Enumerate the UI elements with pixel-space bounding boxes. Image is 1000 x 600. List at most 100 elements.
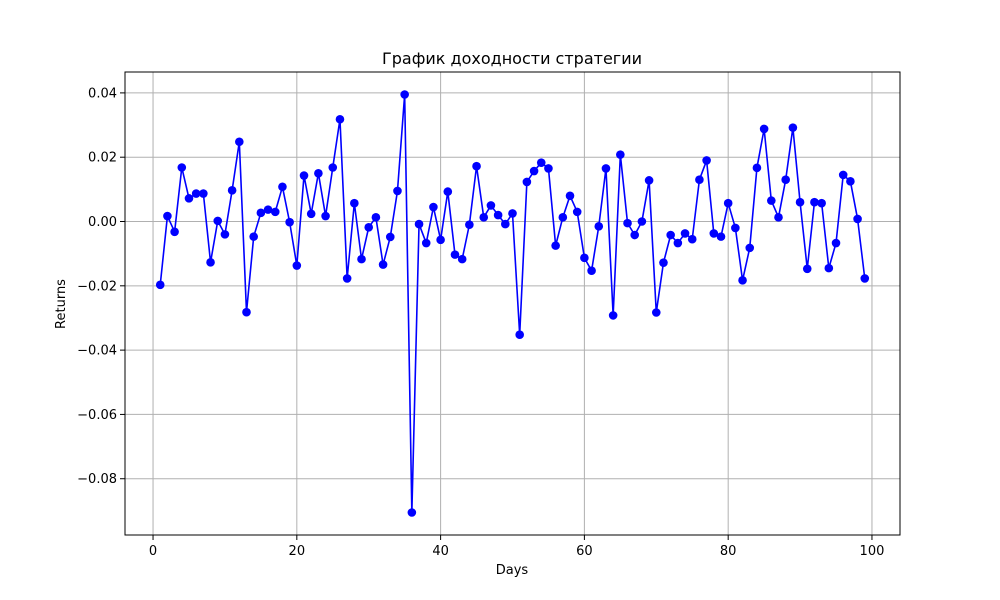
data-point: [486, 201, 496, 210]
data-point: [321, 211, 330, 221]
ticks: 0 20 40 60 80 100 −0.08 −0.06 −0.04 −0.02 0.00 0.02…: [77, 86, 884, 559]
data-point: [191, 189, 201, 198]
data-point: [285, 217, 294, 227]
data-point: [572, 207, 582, 217]
data-point: [306, 209, 316, 219]
data-point: [457, 254, 467, 264]
data-point: [342, 274, 352, 283]
data-point: [752, 163, 762, 173]
y-tick-label: 0.04: [88, 86, 117, 101]
data-point: [501, 219, 510, 229]
data-point: [385, 232, 395, 242]
data-point: [450, 250, 460, 259]
data-point: [860, 274, 870, 283]
data-point: [551, 241, 560, 250]
x-tick-label: 20: [289, 544, 306, 559]
data-point: [400, 90, 409, 99]
x-tick-label: 60: [576, 544, 593, 559]
data-point: [443, 187, 453, 196]
data-point: [235, 137, 244, 147]
data-point: [393, 186, 402, 196]
data-point: [558, 213, 568, 222]
data-point: [155, 280, 165, 290]
data-point: [616, 150, 625, 159]
data-point: [414, 219, 424, 229]
data-point: [695, 175, 704, 185]
x-tick-label: 80: [720, 544, 737, 559]
data-point: [429, 202, 438, 212]
data-point: [508, 209, 517, 218]
data-point: [824, 263, 834, 273]
data-point: [731, 223, 740, 233]
data-point: [702, 156, 711, 165]
data-point: [328, 163, 338, 172]
x-tick-label: 40: [432, 544, 449, 559]
y-tick-label: −0.08: [77, 472, 117, 487]
data-point: [817, 198, 826, 208]
data-point: [716, 232, 726, 241]
data-point: [472, 161, 481, 171]
data-point: [177, 163, 187, 172]
data-point: [335, 114, 345, 124]
data-point: [601, 164, 611, 173]
data-point: [536, 158, 546, 167]
data-point: [587, 266, 596, 276]
x-tick-label: 100: [860, 544, 885, 559]
data-point: [767, 196, 776, 205]
data-point: [673, 238, 683, 248]
data-point: [788, 123, 798, 132]
data-point: [774, 213, 783, 222]
data-point: [565, 191, 575, 201]
x-tick-label: 0: [149, 544, 157, 559]
data-point: [515, 330, 524, 339]
data-point: [759, 124, 769, 134]
data-point: [220, 230, 230, 239]
data-point: [853, 214, 862, 224]
data-point: [163, 211, 172, 221]
data-point: [687, 234, 697, 244]
data-point: [299, 171, 309, 180]
data-point: [802, 264, 812, 274]
data-point: [659, 258, 668, 267]
y-tick-label: 0.00: [88, 215, 117, 230]
data-point: [270, 207, 280, 217]
data-point: [608, 311, 618, 320]
data-point: [206, 258, 215, 267]
data-point: [810, 197, 819, 207]
data-point: [199, 189, 208, 198]
data-point: [709, 229, 719, 238]
data-point: [249, 232, 258, 241]
data-point: [846, 177, 855, 186]
y-axis-label: Returns: [54, 279, 69, 329]
data-point: [436, 235, 445, 245]
data-point: [421, 238, 431, 248]
data-point: [407, 508, 417, 517]
data-point: [745, 243, 755, 253]
data-point: [630, 230, 640, 240]
data-point: [637, 217, 647, 226]
data-point: [314, 168, 323, 178]
data-point: [738, 276, 747, 285]
data-point: [529, 166, 539, 176]
data-point: [213, 216, 223, 226]
data-point: [170, 227, 179, 237]
grid: [125, 72, 900, 535]
data-point: [292, 261, 302, 270]
data-point: [623, 218, 632, 228]
y-tick-label: −0.06: [77, 408, 117, 423]
data-point: [594, 222, 604, 231]
data-point: [781, 175, 790, 185]
y-tick-label: −0.04: [77, 344, 117, 359]
data-point: [544, 164, 553, 173]
data-point: [184, 194, 194, 203]
data-point: [723, 198, 733, 208]
data-point: [651, 308, 661, 317]
series: [155, 90, 870, 517]
data-point: [371, 213, 381, 222]
data-point: [242, 307, 251, 317]
x-axis-label: Days: [496, 563, 529, 578]
data-point: [666, 230, 675, 240]
data-point: [795, 197, 805, 207]
data-point: [580, 253, 589, 263]
